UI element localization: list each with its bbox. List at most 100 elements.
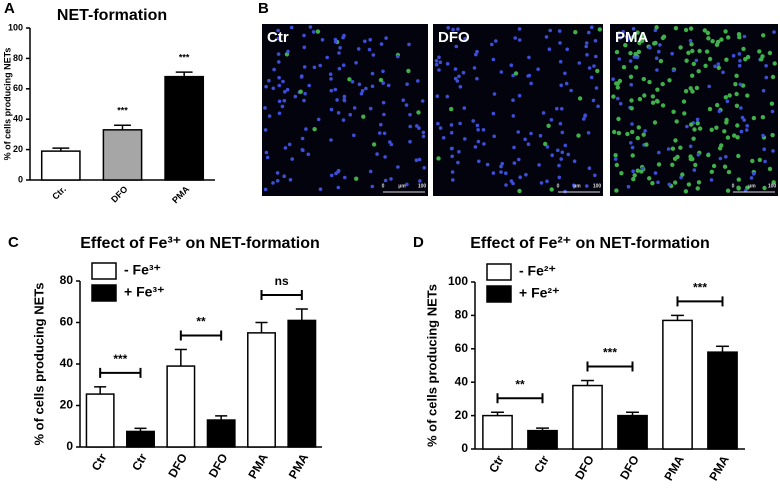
cell [566, 152, 571, 157]
bar [617, 414, 648, 450]
cell [471, 119, 476, 123]
x-tick-label: Ctr [89, 451, 110, 473]
cell [276, 52, 281, 56]
cell [616, 130, 622, 136]
cell [263, 187, 268, 192]
cell [719, 37, 724, 42]
cell [348, 112, 353, 117]
cell [569, 88, 573, 93]
cell [719, 143, 724, 148]
cell [490, 42, 494, 47]
cell [737, 52, 742, 56]
cell [618, 101, 623, 106]
cell [282, 174, 287, 178]
cell [512, 161, 517, 165]
cell [546, 123, 551, 128]
cell [695, 117, 700, 122]
cell [405, 182, 409, 187]
cell [762, 185, 767, 191]
cell [416, 79, 420, 83]
cell [696, 69, 701, 74]
cell [725, 135, 731, 140]
cell [751, 115, 757, 121]
cell [642, 93, 647, 98]
cell [706, 36, 711, 41]
x-tick-label: PMA [286, 451, 312, 481]
cell [736, 186, 741, 191]
cell [678, 45, 683, 50]
scale-label: μm [398, 183, 406, 189]
cell [354, 176, 359, 181]
cell [560, 150, 565, 155]
cell [761, 133, 765, 138]
cell [696, 180, 702, 185]
cell [713, 64, 717, 69]
cell [655, 87, 660, 92]
cell [695, 186, 700, 191]
legend-label: + Fe³⁺ [124, 284, 164, 300]
cell [276, 28, 280, 33]
cell [456, 160, 460, 165]
cell [593, 173, 597, 178]
cell [714, 125, 719, 130]
scale-label: μm [573, 183, 581, 189]
cell [589, 75, 594, 80]
x-tick-label: PMA [170, 184, 192, 206]
cell [691, 61, 696, 67]
cell [445, 94, 450, 99]
cell [625, 131, 630, 137]
cell [289, 25, 294, 30]
cell [308, 25, 313, 29]
cell [458, 121, 462, 126]
cell [277, 60, 281, 64]
cell [435, 94, 440, 98]
cell [306, 152, 311, 157]
cell [287, 142, 292, 147]
cell [406, 68, 411, 74]
cell [518, 175, 522, 179]
cell [559, 157, 563, 161]
cell [742, 34, 747, 39]
cell [760, 115, 766, 120]
cell [724, 120, 729, 125]
bar [85, 393, 115, 448]
x-tick-label: Ctr [531, 453, 552, 475]
cell [338, 46, 342, 50]
cell [633, 51, 638, 57]
cell [738, 59, 742, 63]
cell [499, 170, 503, 174]
cell [482, 142, 486, 146]
cell [504, 171, 508, 175]
cell [360, 89, 365, 93]
cell [630, 153, 635, 158]
cell [500, 161, 505, 166]
cell [652, 120, 658, 125]
legend-label: - Fe³⁺ [124, 262, 161, 278]
cell [725, 99, 730, 104]
cell [538, 133, 543, 138]
cell [631, 34, 636, 39]
bar [102, 129, 143, 181]
cell [329, 77, 333, 81]
cell [371, 53, 376, 57]
significance: *** [117, 106, 128, 116]
cell [752, 171, 756, 176]
cell [745, 93, 750, 98]
cell [356, 47, 361, 51]
cell [458, 85, 463, 89]
cell [277, 111, 282, 116]
cell [288, 178, 293, 182]
cell [689, 122, 694, 127]
bar [247, 332, 276, 448]
legend-swatch [486, 285, 512, 303]
significance-bracket [99, 367, 142, 378]
cell [275, 179, 280, 183]
cell [370, 71, 375, 76]
cell [629, 82, 633, 87]
cell [290, 157, 295, 161]
bar [527, 429, 558, 450]
cell [650, 100, 656, 105]
cell [650, 181, 655, 186]
cell [750, 158, 755, 164]
cell [318, 63, 323, 68]
